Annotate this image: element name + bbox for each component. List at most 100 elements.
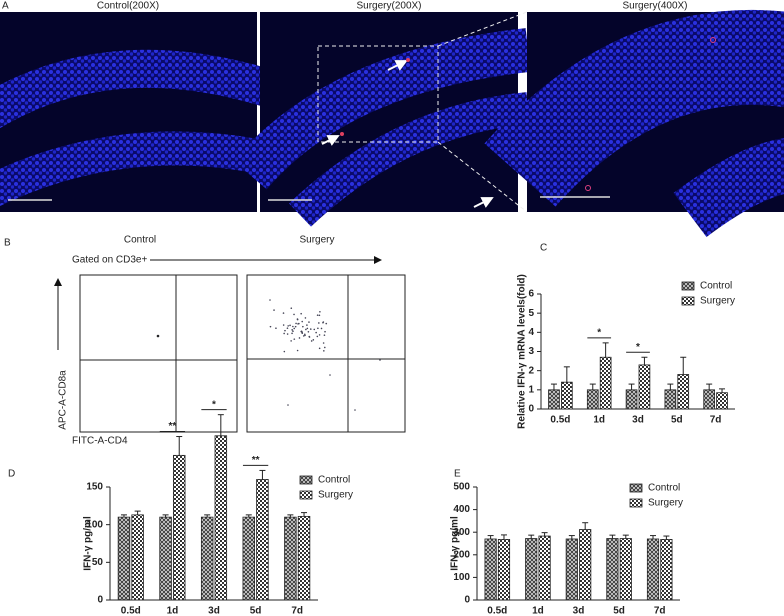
image-title: Surgery(200X): [356, 1, 421, 12]
x-tick-label: 1d: [593, 415, 605, 426]
error-bar: [541, 532, 548, 537]
error-bar: [176, 436, 183, 456]
bar: [660, 539, 673, 601]
flow-dot: [324, 346, 326, 349]
error-bar: [217, 414, 224, 436]
bar: [606, 538, 619, 601]
error-bar: [650, 535, 657, 539]
y-tick-label: 0: [464, 595, 470, 606]
flow-dot: [322, 321, 324, 324]
flow-dot: [269, 299, 271, 301]
flow-dot: [291, 329, 293, 331]
x-tick-label: 1d: [532, 606, 544, 616]
error-bar: [204, 514, 211, 518]
bar: [677, 374, 690, 410]
y-tick-label: 400: [453, 504, 470, 515]
error-bar: [622, 534, 629, 539]
flow-dot: [305, 328, 307, 331]
flow-dot: [286, 327, 289, 329]
error-bar: [719, 388, 726, 393]
panel-label: A: [2, 1, 9, 12]
bar: [565, 538, 578, 601]
flow-dot: [320, 327, 323, 330]
flow-dot: [293, 338, 296, 340]
bar: [638, 364, 651, 410]
bar: [703, 389, 716, 410]
flow-dot: [291, 332, 293, 335]
micrograph-control: [0, 12, 273, 212]
y-tick-label: 50: [92, 557, 104, 568]
bar: [579, 529, 592, 601]
error-bar: [667, 383, 674, 390]
y-tick-label: 0: [528, 404, 534, 415]
flow-dot: [302, 325, 304, 328]
flow-dot: [293, 327, 295, 330]
error-bar: [245, 514, 252, 518]
flow-dot: [324, 330, 326, 333]
flow-dot: [319, 311, 321, 313]
bar: [619, 538, 632, 601]
bar: [284, 516, 297, 601]
legend-swatch: [681, 281, 695, 291]
bar: [497, 539, 511, 601]
error-bar: [550, 383, 557, 390]
flow-dot: [312, 339, 315, 341]
flow-dot: [322, 342, 325, 344]
flow-dot: [298, 337, 301, 339]
legend-label: Surgery: [648, 498, 683, 509]
y-tick-label: 500: [453, 482, 470, 493]
panel-label: D: [8, 469, 15, 480]
flow-dot: [317, 327, 319, 330]
flow-dot: [273, 309, 275, 311]
error-bar: [162, 514, 169, 518]
y-tick-label: 0: [97, 595, 103, 606]
bar: [586, 389, 599, 410]
flow-dot: [318, 347, 321, 350]
y-tick-label: 4: [528, 327, 534, 338]
error-bar: [628, 383, 635, 390]
flow-dot: [313, 328, 316, 331]
flow-dot: [379, 359, 381, 361]
flow-plot-control: [79, 274, 238, 433]
error-bar: [120, 514, 127, 518]
flow-dot: [269, 325, 272, 328]
y-tick-label: 100: [86, 519, 103, 530]
bar: [561, 381, 573, 410]
significance: *: [212, 399, 216, 410]
flow-dot: [325, 322, 328, 325]
x-tick-label: 3d: [208, 606, 220, 616]
y-tick-label: 2: [528, 365, 534, 376]
flow-dot: [323, 334, 326, 336]
panel-label: C: [540, 243, 547, 254]
bar: [131, 514, 144, 601]
flow-dot: [287, 325, 289, 327]
significance: **: [252, 455, 260, 466]
gate-label: Gated on CD3e+: [72, 255, 147, 266]
flow-dot: [316, 335, 319, 338]
panel-label: E: [454, 469, 461, 480]
y-tick-label: 5: [528, 308, 534, 319]
legend-swatch: [629, 498, 643, 508]
error-bar: [706, 383, 713, 390]
error-bar: [680, 356, 687, 375]
error-bar: [528, 534, 535, 539]
legend-label: Surgery: [318, 490, 353, 501]
flow-dot: [301, 320, 304, 323]
significance: **: [169, 421, 177, 432]
error-bar: [609, 534, 616, 539]
y-axis-label: Relative IFN-γ mRNA levels(fold): [517, 274, 528, 429]
bar: [117, 516, 131, 601]
error-bar: [134, 510, 141, 515]
error-bar: [563, 366, 570, 383]
error-bar: [568, 535, 575, 539]
flow-dot: [310, 340, 313, 342]
flow-dot: [304, 334, 306, 337]
x-tick-label: 5d: [613, 606, 625, 616]
bar: [200, 516, 214, 601]
error-bar: [487, 535, 494, 539]
flow-dot: [304, 317, 307, 319]
flow-dot: [283, 350, 286, 353]
legend-label: Control: [700, 281, 732, 292]
flow-dot: [292, 330, 294, 333]
flow-y-label: APC-A-CD8a: [58, 370, 69, 430]
